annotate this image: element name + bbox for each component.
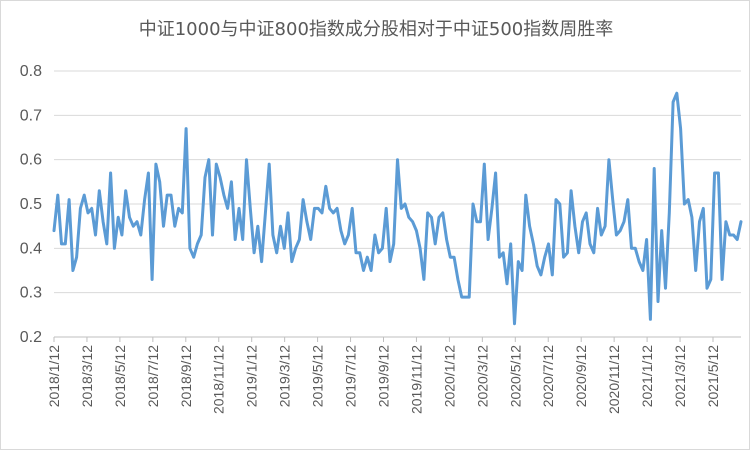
series-layer <box>52 91 743 326</box>
y-tick-label: 0.4 <box>20 240 42 257</box>
x-tick-label: 2019/5/12 <box>310 345 326 407</box>
x-axis-ticks: 2018/1/12 2018/3/12 2018/5/12 2018/7/12 2018… <box>46 337 721 414</box>
x-tick-label: 2018/9/12 <box>178 345 194 407</box>
series-line <box>52 91 743 326</box>
y-axis-ticks: 0.2 0.3 0.4 0.5 0.6 0.7 0.8 <box>20 63 42 346</box>
chart-title: 中证1000与中证800指数成分股相对于中证500指数周胜率 <box>138 19 614 40</box>
x-tick-label: 2019/7/12 <box>343 345 359 407</box>
x-tick-label: 2018/11/12 <box>211 345 227 414</box>
x-tick-label: 2020/5/12 <box>507 345 523 407</box>
y-tick-label: 0.5 <box>20 196 42 213</box>
x-tick-label: 2018/7/12 <box>145 345 161 407</box>
x-tick-label: 2020/11/12 <box>606 345 622 414</box>
x-tick-label: 2018/3/12 <box>79 345 95 407</box>
x-tick-label: 2020/3/12 <box>474 345 490 407</box>
x-tick-label: 2019/1/12 <box>244 345 260 407</box>
y-tick-label: 0.2 <box>20 329 42 346</box>
x-tick-label: 2020/7/12 <box>540 345 556 407</box>
x-tick-label: 2021/5/12 <box>705 345 721 407</box>
x-tick-label: 2019/11/12 <box>408 345 424 414</box>
x-tick-label: 2020/1/12 <box>441 345 457 407</box>
x-tick-label: 2020/9/12 <box>573 345 589 407</box>
x-tick-label: 2018/5/12 <box>112 345 128 407</box>
y-tick-label: 0.6 <box>20 152 42 169</box>
x-tick-label: 2018/1/12 <box>46 345 62 407</box>
x-tick-label: 2019/3/12 <box>277 345 293 407</box>
x-tick-label: 2021/3/12 <box>672 345 688 407</box>
x-tick-label: 2021/1/12 <box>639 345 655 407</box>
y-tick-label: 0.3 <box>20 285 42 302</box>
x-tick-label: 2019/9/12 <box>375 345 391 407</box>
y-tick-label: 0.8 <box>20 63 42 80</box>
y-tick-label: 0.7 <box>20 107 42 124</box>
